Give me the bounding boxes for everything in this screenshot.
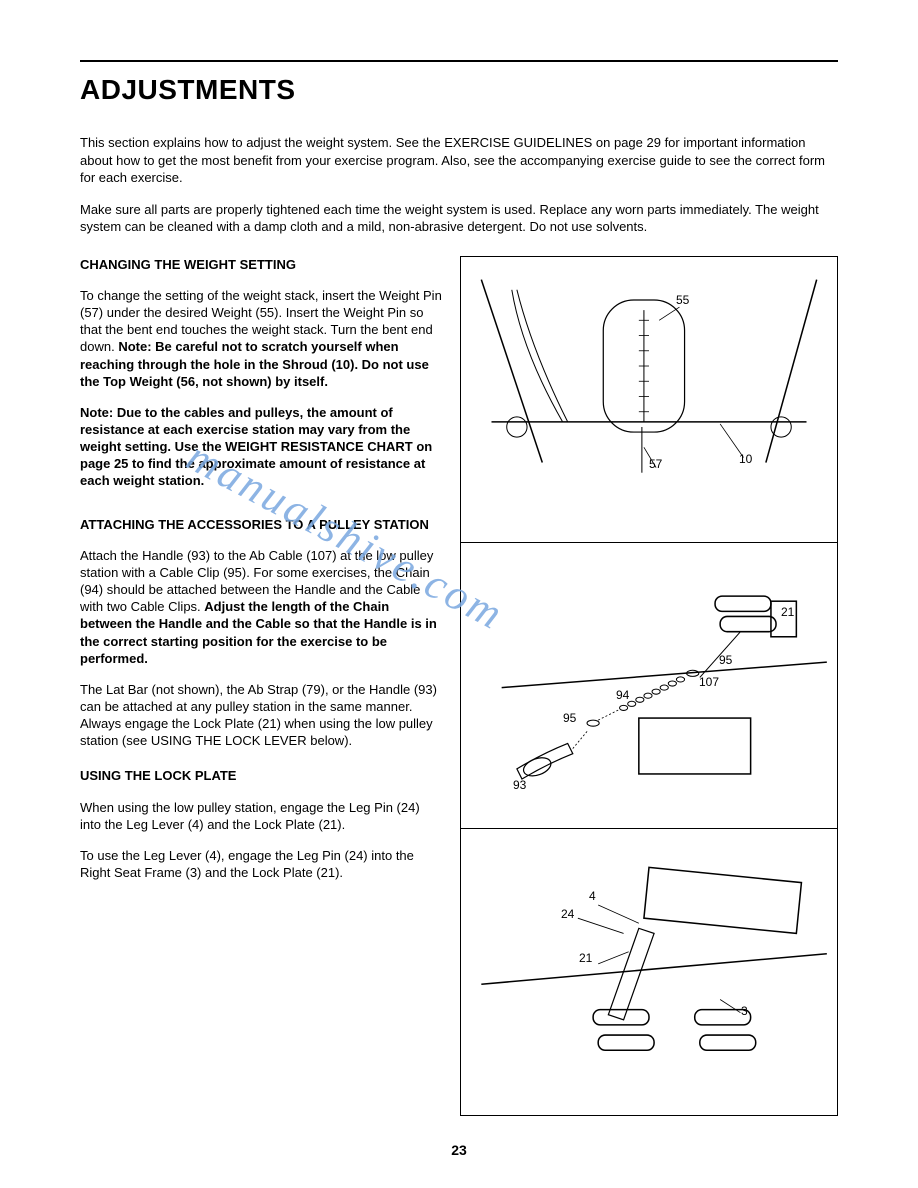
diagram-top: 55 57 10 xyxy=(461,257,837,543)
changing-weight-p1: To change the setting of the weight stac… xyxy=(80,287,442,390)
label-10: 10 xyxy=(739,452,752,466)
intro-paragraph-2: Make sure all parts are properly tighten… xyxy=(80,201,838,236)
label-95b: 95 xyxy=(563,711,576,725)
heading-attaching: ATTACHING THE ACCESSORIES TO A PULLEY ST… xyxy=(80,516,442,533)
diagram-middle: 21 95 94 107 95 93 xyxy=(461,543,837,829)
top-rule xyxy=(80,60,838,62)
label-55: 55 xyxy=(676,293,689,307)
label-4: 4 xyxy=(589,889,596,903)
page-title: ADJUSTMENTS xyxy=(80,74,838,106)
changing-weight-p2: Note: Due to the cables and pulleys, the… xyxy=(80,404,442,490)
label-95a: 95 xyxy=(719,653,732,667)
label-21b: 21 xyxy=(579,951,592,965)
diagram-column: 55 57 10 xyxy=(460,256,838,1116)
diagram-bottom-svg xyxy=(461,829,837,1115)
lockplate-p2: To use the Leg Lever (4), engage the Leg… xyxy=(80,847,442,881)
heading-lock-plate: USING THE LOCK PLATE xyxy=(80,767,442,784)
label-94: 94 xyxy=(616,688,629,702)
content-area: CHANGING THE WEIGHT SETTING To change th… xyxy=(80,256,838,1116)
label-21: 21 xyxy=(781,605,794,619)
left-column: CHANGING THE WEIGHT SETTING To change th… xyxy=(80,256,442,1116)
page-number: 23 xyxy=(451,1142,467,1158)
lockplate-p1: When using the low pulley station, engag… xyxy=(80,799,442,833)
label-3: 3 xyxy=(741,1004,748,1018)
heading-changing-weight: CHANGING THE WEIGHT SETTING xyxy=(80,256,442,273)
label-107: 107 xyxy=(699,675,719,689)
label-57: 57 xyxy=(649,457,662,471)
label-24: 24 xyxy=(561,907,574,921)
attaching-p2: The Lat Bar (not shown), the Ab Strap (7… xyxy=(80,681,442,750)
intro-paragraph-1: This section explains how to adjust the … xyxy=(80,134,838,187)
diagram-top-svg xyxy=(461,257,837,542)
diagram-bottom: 4 24 21 3 xyxy=(461,829,837,1115)
attaching-p1: Attach the Handle (93) to the Ab Cable (… xyxy=(80,547,442,667)
label-93: 93 xyxy=(513,778,526,792)
